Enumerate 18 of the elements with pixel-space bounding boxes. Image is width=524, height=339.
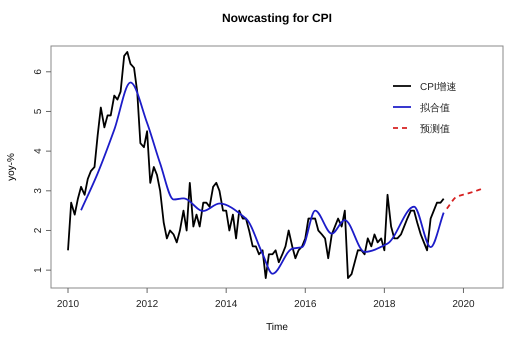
x-tick-label: 2018 <box>373 299 396 310</box>
x-tick-label: 2016 <box>294 299 317 310</box>
y-axis-title: yoy-% <box>6 153 17 181</box>
x-tick-label: 2012 <box>136 299 159 310</box>
x-tick-label: 2014 <box>215 299 238 310</box>
legend-label: 拟合值 <box>420 102 450 114</box>
chart-title: Nowcasting for CPI <box>222 11 332 25</box>
x-tick-label: 2020 <box>452 299 476 310</box>
y-tick-label: 6 <box>33 68 44 75</box>
y-tick-label: 2 <box>33 227 44 234</box>
x-axis-title: Time <box>266 322 288 333</box>
x-tick-label: 2010 <box>56 299 80 310</box>
y-tick-label: 3 <box>33 188 44 194</box>
y-tick-label: 4 <box>33 148 44 154</box>
legend-label: CPI增速 <box>420 81 457 93</box>
legend-label: 预测值 <box>420 123 450 135</box>
y-tick-label: 5 <box>33 108 44 114</box>
y-tick-label: 1 <box>33 266 44 273</box>
